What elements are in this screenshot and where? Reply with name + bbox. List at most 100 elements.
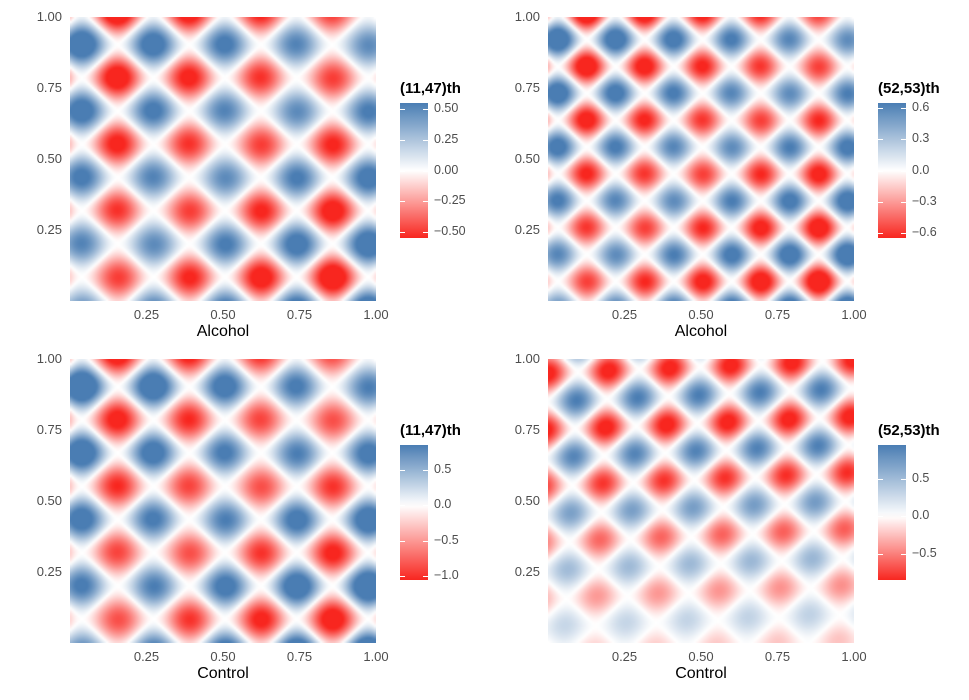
- x-tick-label: 1.00: [363, 307, 389, 322]
- x-tick-label: 0.50: [210, 649, 236, 664]
- legend-tick-mark: [878, 139, 883, 141]
- x-tick-label: 0.25: [133, 649, 160, 664]
- legend-tick-label: 0.0: [434, 497, 452, 512]
- y-tick-label: 0.50: [36, 151, 62, 166]
- legend-tick-mark: [400, 576, 405, 578]
- legend-colorbar: [400, 445, 428, 580]
- legend-tick-mark: [423, 576, 428, 578]
- legend-tick-mark: [400, 505, 405, 507]
- legend-tick-mark: [423, 170, 428, 172]
- legend-tick-label: 0.25: [434, 131, 459, 146]
- legend-tick-mark: [901, 108, 906, 110]
- legend-tick-label: −1.0: [434, 568, 459, 583]
- legend-tick-mark: [400, 201, 405, 203]
- legend-tick-mark: [423, 540, 428, 542]
- legend-tick-label: −0.6: [912, 224, 937, 239]
- y-tick-label: 1.00: [36, 9, 62, 24]
- y-tick-label: 0.50: [514, 151, 540, 166]
- y-tick-label: 0.75: [36, 80, 62, 95]
- legend-tick-mark: [901, 170, 906, 172]
- legend-tick-mark: [878, 232, 883, 234]
- legend-tick-mark: [878, 201, 883, 203]
- heatmap-panel-top-left: 1.00 0.75 0.50 0.25 0.25 0.50 0.75 1.00 Alcohol (…: [0, 0, 484, 350]
- legend-tick-mark: [878, 516, 883, 518]
- legend-tick-label: 0.0: [912, 162, 930, 177]
- legend-tick-label: 0.50: [434, 101, 459, 116]
- x-tick-label: 0.75: [764, 307, 791, 322]
- y-tick-label: 1.00: [514, 351, 540, 366]
- legend-tick-mark: [901, 201, 906, 203]
- y-tick-label: 0.25: [36, 222, 62, 237]
- y-tick-label: 0.50: [514, 493, 540, 508]
- legend-title: (52,53)th: [878, 80, 940, 97]
- legend-tick-mark: [901, 553, 906, 555]
- legend-tick-mark: [400, 540, 405, 542]
- legend-tick-label: −0.5: [434, 532, 459, 547]
- legend-tick-label: 0.0: [912, 508, 930, 523]
- legend-tick-label: 0.3: [912, 131, 930, 146]
- legend-tick-mark: [423, 469, 428, 471]
- legend-tick-mark: [901, 478, 906, 480]
- y-tick-label: 1.00: [36, 351, 62, 366]
- y-tick-label: 0.75: [514, 422, 540, 437]
- x-tick-label: 0.75: [764, 649, 791, 664]
- x-axis-label: Alcohol: [674, 323, 728, 340]
- legend-tick-label: −0.25: [434, 193, 466, 208]
- x-tick-label: 0.50: [210, 307, 236, 322]
- legend-tick-mark: [400, 139, 405, 141]
- legend-tick-mark: [878, 478, 883, 480]
- y-tick-label: 0.50: [36, 493, 62, 508]
- legend-tick-mark: [400, 469, 405, 471]
- x-tick-label: 0.50: [688, 649, 714, 664]
- x-tick-label: 0.75: [286, 649, 313, 664]
- heatmap-panel-bottom-right: 1.00 0.75 0.50 0.25 0.25 0.50 0.75 1.00 Control (…: [478, 342, 962, 692]
- legend-tick-mark: [901, 232, 906, 234]
- legend-tick-mark: [423, 231, 428, 233]
- x-tick-label: 0.25: [133, 307, 160, 322]
- x-axis-label: Alcohol: [196, 323, 250, 340]
- legend-tick-mark: [423, 109, 428, 111]
- legend-tick-label: 0.5: [434, 461, 452, 476]
- y-tick-label: 0.75: [514, 80, 540, 95]
- legend-tick-mark: [423, 139, 428, 141]
- x-tick-label: 0.50: [688, 307, 714, 322]
- heatmap-panel-top-right: 1.00 0.75 0.50 0.25 0.25 0.50 0.75 1.00 Alcohol (…: [478, 0, 962, 350]
- x-axis-label: Control: [197, 665, 249, 682]
- heatmap-panel-bottom-left: 1.00 0.75 0.50 0.25 0.25 0.50 0.75 1.00 Control (…: [0, 342, 484, 692]
- legend-title: (52,53)th: [878, 422, 940, 439]
- legend-tick-mark: [878, 553, 883, 555]
- heatmap-plot: [548, 17, 854, 301]
- legend-tick-mark: [423, 505, 428, 507]
- y-tick-label: 0.25: [36, 564, 62, 579]
- y-tick-label: 0.25: [514, 222, 540, 237]
- heatmap-plot: [70, 17, 376, 301]
- legend-tick-label: 0.5: [912, 470, 930, 485]
- legend-title: (11,47)th: [400, 80, 461, 97]
- x-axis-label: Control: [675, 665, 727, 682]
- legend-tick-mark: [423, 201, 428, 203]
- legend-colorbar: [878, 445, 906, 580]
- legend-tick-mark: [400, 109, 405, 111]
- legend-tick-mark: [878, 108, 883, 110]
- x-tick-label: 1.00: [363, 649, 389, 664]
- legend-title: (11,47)th: [400, 422, 461, 439]
- legend-tick-label: −0.50: [434, 223, 466, 238]
- legend-tick-mark: [400, 231, 405, 233]
- x-tick-label: 0.25: [611, 307, 638, 322]
- y-tick-label: 0.75: [36, 422, 62, 437]
- y-tick-label: 0.25: [514, 564, 540, 579]
- legend-tick-label: −0.5: [912, 545, 937, 560]
- y-tick-label: 1.00: [514, 9, 540, 24]
- heatmap-plot: [548, 359, 854, 643]
- legend-tick-mark: [901, 139, 906, 141]
- legend-tick-label: 0.6: [912, 100, 930, 115]
- heatmap-plot: [70, 359, 376, 643]
- legend-tick-mark: [400, 170, 405, 172]
- legend-tick-mark: [901, 516, 906, 518]
- x-tick-label: 1.00: [841, 307, 867, 322]
- x-tick-label: 0.75: [286, 307, 313, 322]
- legend-tick-mark: [878, 170, 883, 172]
- legend-tick-label: −0.3: [912, 193, 937, 208]
- x-tick-label: 0.25: [611, 649, 638, 664]
- x-tick-label: 1.00: [841, 649, 867, 664]
